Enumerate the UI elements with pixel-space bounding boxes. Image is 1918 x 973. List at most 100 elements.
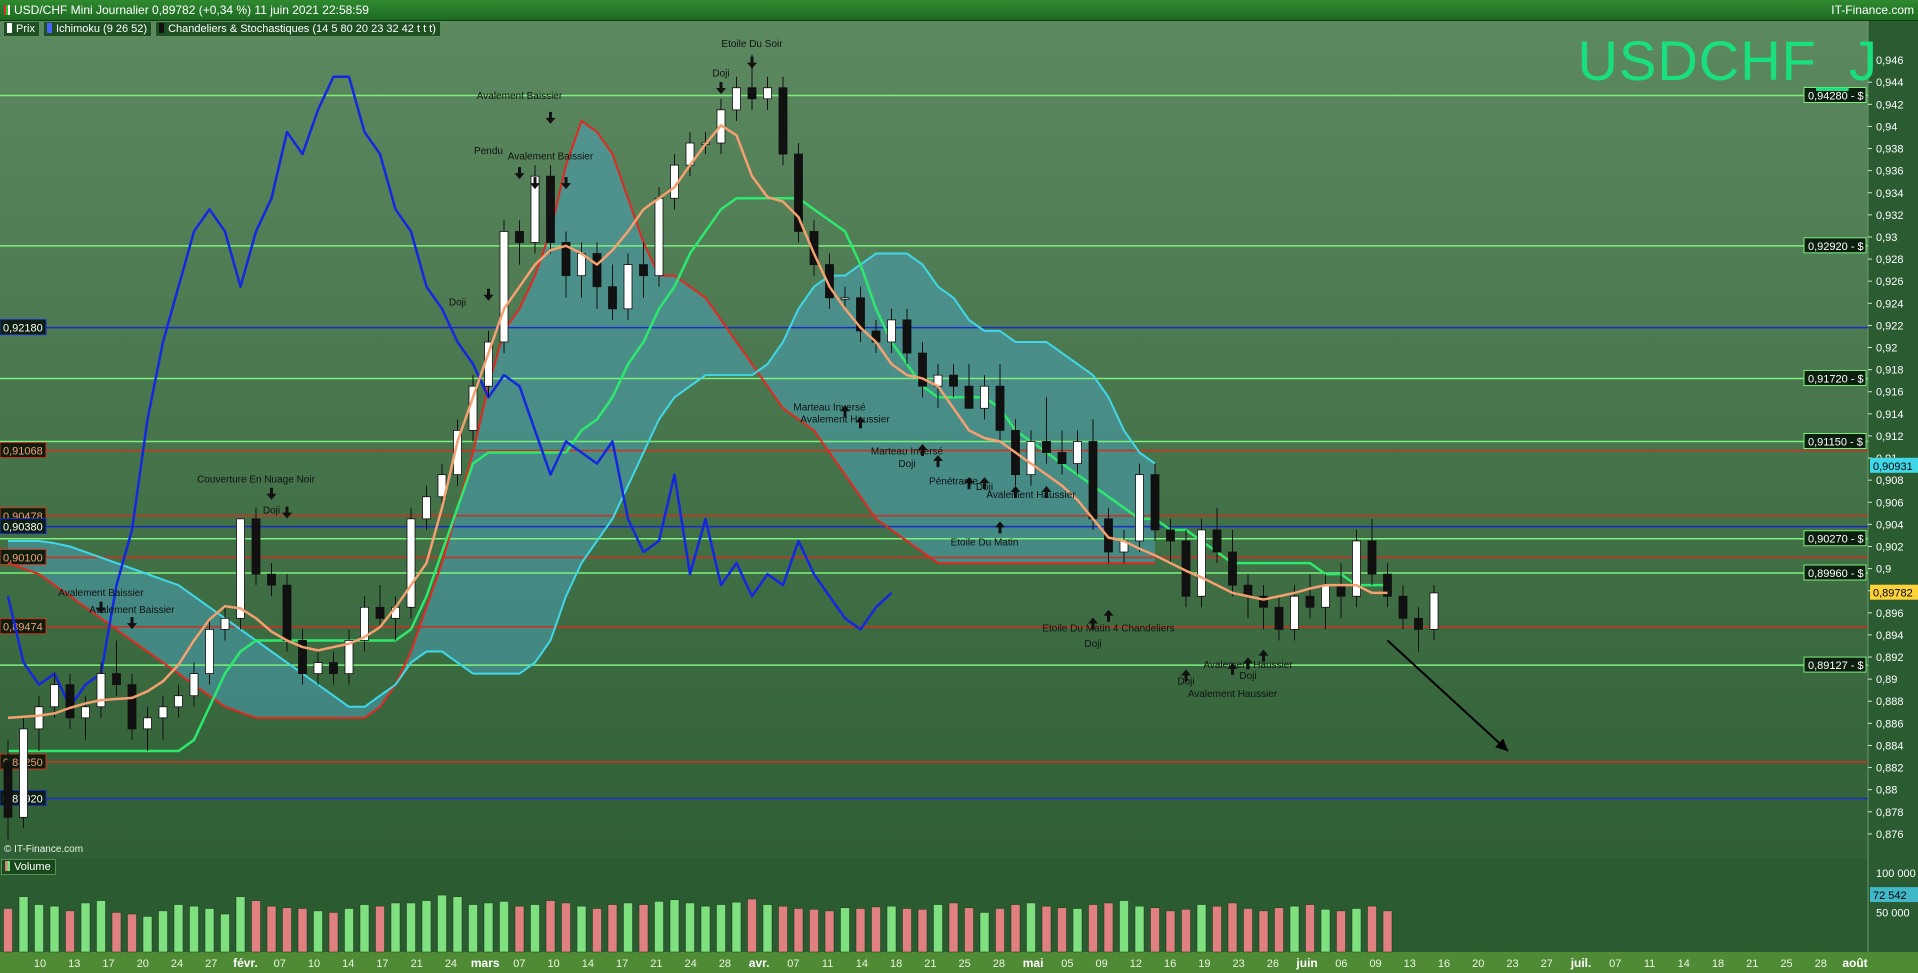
pattern-up-arrow-icon xyxy=(1103,609,1114,622)
x-tick-label: 27 xyxy=(205,958,217,970)
volume-bar xyxy=(995,908,1005,953)
volume-bar xyxy=(173,904,184,953)
legend-ichimoku[interactable]: Ichimoku (9 26 52) xyxy=(42,21,153,37)
price-badge-text: 0,90931 xyxy=(1873,461,1913,473)
candle-body xyxy=(1150,474,1160,531)
candle-body xyxy=(375,606,385,619)
pattern-down-arrow-icon-shaft xyxy=(285,506,289,514)
x-tick-label: 27 xyxy=(1541,958,1553,970)
candle-body xyxy=(1305,595,1315,608)
pattern-up-arrow-icon xyxy=(1243,657,1253,670)
candle xyxy=(995,364,1005,442)
x-tick-label: 28 xyxy=(993,958,1005,970)
candle-body xyxy=(856,297,865,332)
pattern-up-arrow-icon-head xyxy=(1258,649,1269,656)
volume-bar xyxy=(96,900,106,953)
pattern-up-arrow-icon-head xyxy=(1181,669,1191,676)
pattern-up-arrow-icon xyxy=(1227,662,1238,675)
x-tick-label: 10 xyxy=(34,958,46,970)
volume-label: Volume xyxy=(14,861,51,873)
candle-body xyxy=(1321,584,1330,608)
candle xyxy=(794,143,803,243)
volume-bar xyxy=(592,908,602,953)
legend-chandeliers[interactable]: Chandeliers & Stochastiques (14 5 80 20 … xyxy=(155,21,441,37)
candle xyxy=(267,563,276,597)
y-tick-label: 0,906 xyxy=(1876,497,1904,509)
x-tick-label: 21 xyxy=(1746,958,1758,970)
candle-body xyxy=(654,197,664,277)
y-tick-label: 0,92 xyxy=(1876,343,1897,355)
volume-bar xyxy=(18,896,29,953)
volume-bar xyxy=(375,905,385,953)
y-tick-label: 0,892 xyxy=(1876,652,1904,664)
pattern-down-arrow-icon xyxy=(545,111,556,124)
x-tick-label: 07 xyxy=(1609,958,1621,970)
candle xyxy=(329,651,338,685)
forecast-arrow-head xyxy=(1495,738,1508,751)
x-tick-label: 23 xyxy=(1232,958,1244,970)
pattern-down-arrow-icon xyxy=(127,617,137,630)
candle xyxy=(251,507,261,586)
pattern-up-arrow-icon xyxy=(1088,617,1098,630)
volume-bar xyxy=(979,912,990,953)
candle xyxy=(840,286,850,309)
y-tick-label: 0,886 xyxy=(1876,718,1904,730)
volume-bar xyxy=(313,910,323,953)
candle-body xyxy=(143,717,152,730)
volume-bar xyxy=(235,896,246,953)
pattern-up-arrow-icon-shaft xyxy=(859,421,862,429)
volume-bar xyxy=(468,904,478,953)
candle xyxy=(143,706,152,751)
y-tick-label: 0,884 xyxy=(1876,740,1904,752)
volume-bar xyxy=(1134,905,1145,953)
candle-body xyxy=(980,385,989,409)
pattern-up-arrow-icon-shaft xyxy=(1091,622,1095,630)
pattern-up-arrow-icon-shaft xyxy=(1246,662,1250,670)
volume-bar xyxy=(328,912,339,953)
pattern-up-arrow-icon-shaft xyxy=(921,449,924,456)
pattern-annotation: Doji xyxy=(1177,677,1194,688)
pattern-down-arrow-icon-shaft xyxy=(750,56,754,64)
price-level-tag-box xyxy=(0,518,47,535)
candle xyxy=(1073,430,1082,475)
legend-prix[interactable]: Prix xyxy=(3,21,40,37)
x-tick-label: 07 xyxy=(787,958,799,970)
price-level-tag-text: 0,91068 xyxy=(3,446,43,458)
candle xyxy=(65,673,75,729)
x-tick-label: 05 xyxy=(1061,958,1073,970)
price-level-tag: 0,91720 - $ xyxy=(1803,369,1867,386)
pattern-annotation: Avalement Baissier xyxy=(477,91,563,102)
pattern-annotation: Etoile Du Matin xyxy=(951,537,1019,548)
pattern-down-arrow-icon-head xyxy=(716,88,726,95)
candle xyxy=(1259,585,1268,630)
volume-bar xyxy=(1289,905,1300,953)
price-level-tag-text: 0,90380 xyxy=(3,522,43,534)
volume-swatch-icon xyxy=(5,861,10,871)
volume-bar xyxy=(933,904,943,953)
x-month-label: févr. xyxy=(233,956,258,970)
candle-body xyxy=(623,264,633,310)
candle xyxy=(1135,463,1144,553)
x-tick-label: 21 xyxy=(650,958,662,970)
volume-bar xyxy=(34,904,44,953)
candle-body xyxy=(65,684,75,719)
price-level-tag-box xyxy=(1803,564,1867,581)
pattern-down-arrow-icon xyxy=(96,601,106,614)
candle-body xyxy=(1290,595,1299,630)
x-tick-label: 09 xyxy=(1095,958,1107,970)
pattern-up-arrow-icon-head xyxy=(917,444,928,450)
chart-icon xyxy=(4,5,10,15)
volume-bar xyxy=(1103,902,1114,953)
volume-bar xyxy=(964,907,974,953)
pattern-up-arrow-icon-shaft xyxy=(936,460,940,468)
pattern-up-arrow-icon-shaft xyxy=(1045,491,1048,499)
candle-body xyxy=(1057,452,1067,464)
candle-body xyxy=(189,673,199,697)
volume-bar xyxy=(902,908,912,953)
candle-body xyxy=(3,761,13,818)
x-tick-label: 10 xyxy=(308,958,320,970)
candle-body xyxy=(747,87,757,100)
pattern-down-arrow-icon xyxy=(530,177,540,190)
candle xyxy=(360,596,369,652)
